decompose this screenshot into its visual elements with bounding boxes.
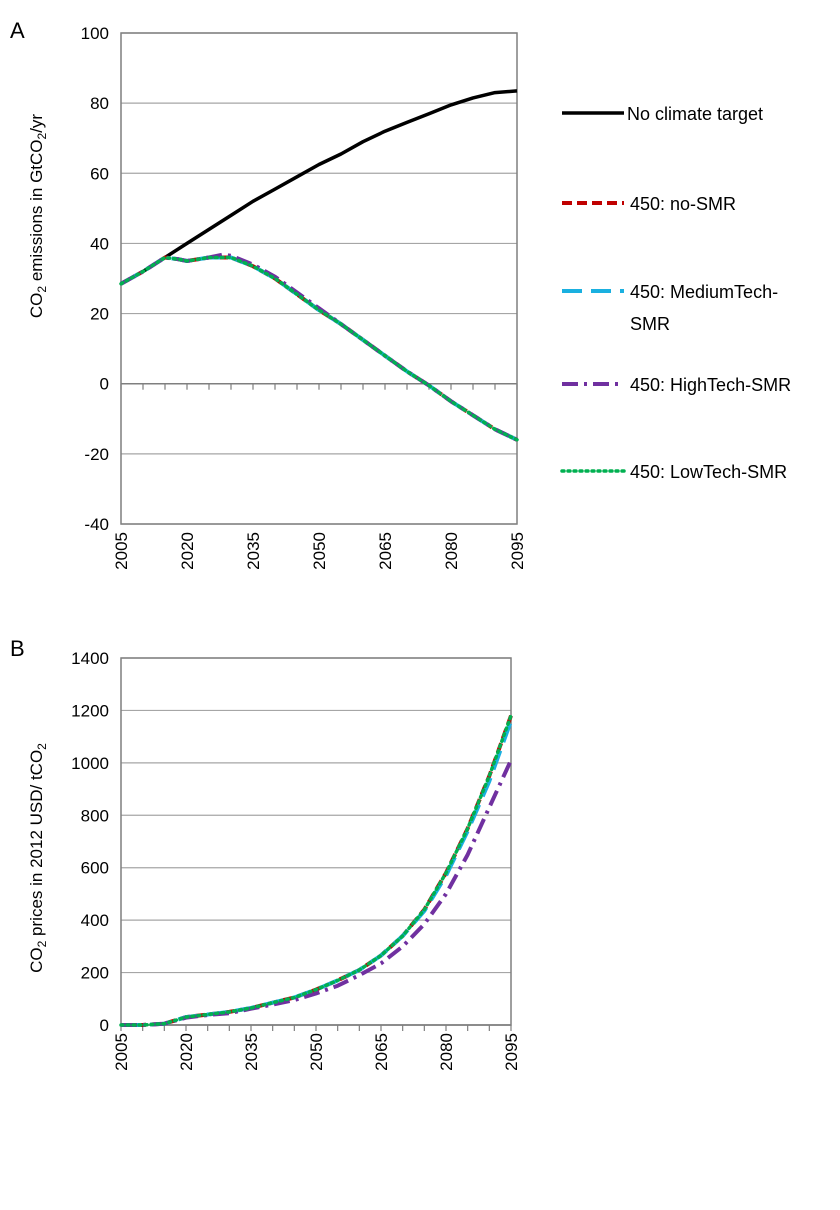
x-tick-label-2080: 2080 [442,532,461,570]
y-tick-label: 80 [90,94,109,113]
legend-item-lowtech-smr: 450: LowTech-SMR [560,462,787,482]
x-tick-label-2005: 2005 [112,532,131,570]
legend-label-no-climate-target: No climate target [627,104,763,124]
y-tick-label: 40 [90,234,109,253]
legend-label-mediumtech-line-1: 450: MediumTech- [630,282,778,302]
y-tick-label: 0 [100,1016,109,1035]
legend: No climate target 450: no-SMR 450: Mediu… [560,104,791,482]
plot-area-border [120,657,512,1026]
y-tick-label: 100 [81,24,109,43]
legend-item-mediumtech-smr: 450: MediumTech- SMR [562,282,783,334]
y-tick-label: 600 [81,859,109,878]
x-tick-label-2035: 2035 [242,1033,261,1071]
y-tick-label: 60 [90,164,109,183]
legend-item-no-smr: 450: no-SMR [562,194,736,214]
series-line-450-mediumtech-smr [121,720,513,1027]
x-tick-label-2065: 2065 [372,1033,391,1071]
y-tick-label: 20 [90,305,109,324]
panel-a-label: A [10,18,25,43]
series-line-450-no-smr [121,715,513,1027]
series-line-450-lowtech-smr [119,713,513,1027]
x-tick-label-2095: 2095 [508,532,527,570]
panel-b-series [119,713,513,1027]
panel-b-label: B [10,636,25,661]
legend-label-mediumtech-smr: 450: MediumTech- SMR [630,282,783,334]
x-tick-label-2095: 2095 [502,1033,521,1071]
panel-a: A -40 -20 0 20 40 60 80 100 2005 2020 2035 2050 206… [10,18,791,570]
y-tick-label: 200 [81,964,109,983]
y-tick-label: 400 [81,911,109,930]
panel-b-gridlines [120,657,512,1031]
panel-b: B 0 200 400 600 800 1000 1200 1400 2005 2020 2035… [10,636,521,1071]
panel-b-x-tick-labels: 2005 2020 2035 2050 2065 2080 2095 [112,1033,521,1071]
panel-b-y-tick-labels: 0 200 400 600 800 1000 1200 1400 [71,649,109,1035]
y-tick-label: 0 [100,375,109,394]
legend-label-hightech-smr: 450: HighTech-SMR [630,375,791,395]
x-tick-label-2065: 2065 [376,532,395,570]
series-line-no-climate-target [120,89,518,286]
panel-b-y-axis-label: CO2 prices in 2012 USD/ tCO2 [27,743,49,973]
y-tick-label: 1200 [71,701,109,720]
series-line-450-hightech-smr [121,759,513,1027]
legend-label-mediumtech-line-2: SMR [630,314,670,334]
x-tick-label-2050: 2050 [307,1033,326,1071]
y-tick-label: 1000 [71,754,109,773]
y-tick-label: -40 [84,515,109,534]
panel-a-x-tick-labels: 2005 2020 2035 2050 2065 2080 2095 [112,532,527,570]
y-tick-label: 800 [81,806,109,825]
panel-a-gridlines [120,32,518,525]
y-tick-label: -20 [84,445,109,464]
series-line-450-no-smr [120,255,518,442]
series-line-450-hightech-smr [120,252,518,442]
series-line-450-mediumtech-smr [120,255,518,442]
legend-item-no-climate-target: No climate target [562,104,763,124]
x-tick-label-2020: 2020 [177,1033,196,1071]
y-tick-label: 1400 [71,649,109,668]
x-tick-label-2050: 2050 [310,532,329,570]
legend-item-hightech-smr: 450: HighTech-SMR [562,375,791,395]
panel-a-series [119,89,519,442]
plot-area-border [120,32,518,525]
series-line-450-lowtech-smr [119,255,519,442]
x-tick-label-2020: 2020 [178,532,197,570]
panel-a-y-axis-label: CO2 emissions in GtCO2/yr [27,114,49,319]
legend-label-no-smr: 450: no-SMR [630,194,736,214]
x-tick-label-2080: 2080 [437,1033,456,1071]
x-tick-label-2005: 2005 [112,1033,131,1071]
x-tick-label-2035: 2035 [244,532,263,570]
panel-a-y-tick-labels: -40 -20 0 20 40 60 80 100 [81,24,109,534]
legend-label-lowtech-smr: 450: LowTech-SMR [630,462,787,482]
